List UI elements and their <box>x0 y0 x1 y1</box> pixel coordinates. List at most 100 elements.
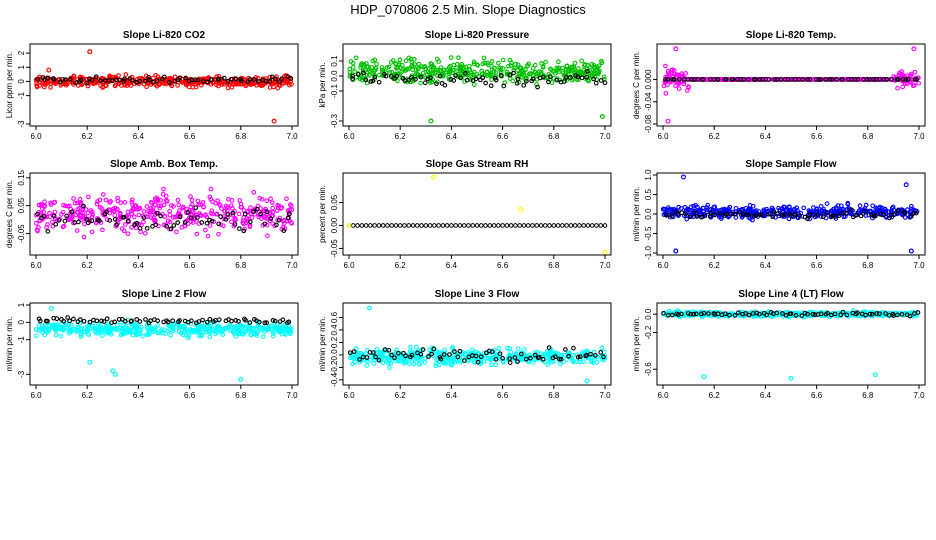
point-black <box>708 210 714 216</box>
point-colored <box>747 203 753 208</box>
point-outlier <box>872 372 878 378</box>
point-black <box>820 214 826 219</box>
point-colored <box>413 73 418 79</box>
point-black <box>730 77 736 82</box>
point-colored <box>147 332 152 337</box>
point-colored <box>369 353 374 359</box>
point-colored <box>705 77 711 82</box>
point-black <box>200 317 205 323</box>
point-colored <box>240 218 246 223</box>
point-colored <box>911 310 916 315</box>
point-colored <box>661 83 667 89</box>
point-black <box>85 220 91 226</box>
point-outlier <box>599 113 605 119</box>
point-black <box>196 319 202 324</box>
y-tick-label: -0.3 <box>330 114 339 128</box>
panel-1: Slope Li-820 CO2 Licor ppm per min. 6.0 6.2… <box>5 30 299 141</box>
point-black <box>540 74 546 80</box>
point-colored <box>255 329 261 334</box>
y-axis-label: ml/min per min. <box>5 317 14 372</box>
point-colored <box>123 330 129 336</box>
point-colored <box>579 69 584 75</box>
point-black <box>41 213 47 219</box>
point-black <box>902 210 908 216</box>
point-colored <box>58 333 64 339</box>
point-black <box>418 351 424 357</box>
point-colored <box>350 65 356 70</box>
point-colored <box>442 347 447 353</box>
point-black <box>524 78 529 84</box>
point-black <box>122 76 127 82</box>
point-black <box>863 312 868 318</box>
point-black <box>572 223 578 228</box>
x-tick-label: 7.0 <box>286 261 298 270</box>
point-colored <box>471 82 477 87</box>
point-outlier <box>430 174 436 180</box>
y-tick-label: -1 <box>17 336 26 344</box>
point-colored <box>160 191 166 197</box>
point-black <box>575 74 581 80</box>
point-black <box>598 223 604 228</box>
point-black <box>125 218 131 224</box>
point-black <box>843 210 849 216</box>
point-colored <box>910 83 916 89</box>
point-black <box>496 223 501 228</box>
point-colored <box>786 216 792 222</box>
point-colored <box>413 344 419 350</box>
point-black <box>770 214 776 220</box>
point-black <box>428 75 433 81</box>
point-colored <box>215 321 220 326</box>
point-black <box>855 310 860 315</box>
point-colored <box>684 216 690 222</box>
point-black <box>350 73 356 79</box>
point-colored <box>108 331 114 337</box>
x-tick-label: 6.6 <box>497 261 509 270</box>
point-colored <box>481 55 487 61</box>
point-black <box>528 355 533 361</box>
point-colored <box>219 326 225 332</box>
point-colored <box>201 204 207 210</box>
point-black <box>251 209 256 214</box>
point-black <box>915 310 921 315</box>
point-black <box>487 223 493 228</box>
point-colored <box>233 81 238 87</box>
point-colored <box>373 67 378 73</box>
point-colored <box>89 323 95 329</box>
point-colored <box>208 323 214 329</box>
point-black <box>519 351 524 357</box>
point-black <box>402 77 408 83</box>
point-colored <box>257 195 263 201</box>
point-colored <box>686 84 691 89</box>
point-black <box>838 312 844 318</box>
point-colored <box>676 204 682 210</box>
point-colored <box>130 207 136 213</box>
point-colored <box>663 91 669 96</box>
point-black <box>386 347 392 353</box>
point-black <box>537 354 542 360</box>
point-colored <box>115 198 121 204</box>
x-tick-label: 6.8 <box>548 391 560 400</box>
point-black <box>216 317 222 323</box>
panel-8: Slope Line 3 Flow ml/min per min. 6.0 6.2 6.… <box>318 289 612 400</box>
point-colored <box>428 61 434 66</box>
point-black <box>669 213 675 219</box>
x-tick-label: 6.0 <box>343 261 355 270</box>
point-colored <box>527 71 533 76</box>
x-tick-label: 6.2 <box>395 391 407 400</box>
point-colored <box>245 81 251 86</box>
point-colored <box>564 63 570 69</box>
point-black <box>87 319 93 325</box>
point-black <box>780 212 785 218</box>
point-colored <box>100 192 106 197</box>
point-colored <box>418 80 423 86</box>
y-axis-label: percent per min. <box>318 185 327 243</box>
point-colored <box>129 225 134 230</box>
point-colored <box>423 66 428 72</box>
x-tick-label: 6.4 <box>133 391 145 400</box>
point-black <box>223 216 229 222</box>
point-colored <box>107 200 113 205</box>
point-colored <box>55 325 60 330</box>
point-black <box>394 73 400 79</box>
point-black <box>473 76 479 82</box>
point-colored <box>409 62 415 68</box>
